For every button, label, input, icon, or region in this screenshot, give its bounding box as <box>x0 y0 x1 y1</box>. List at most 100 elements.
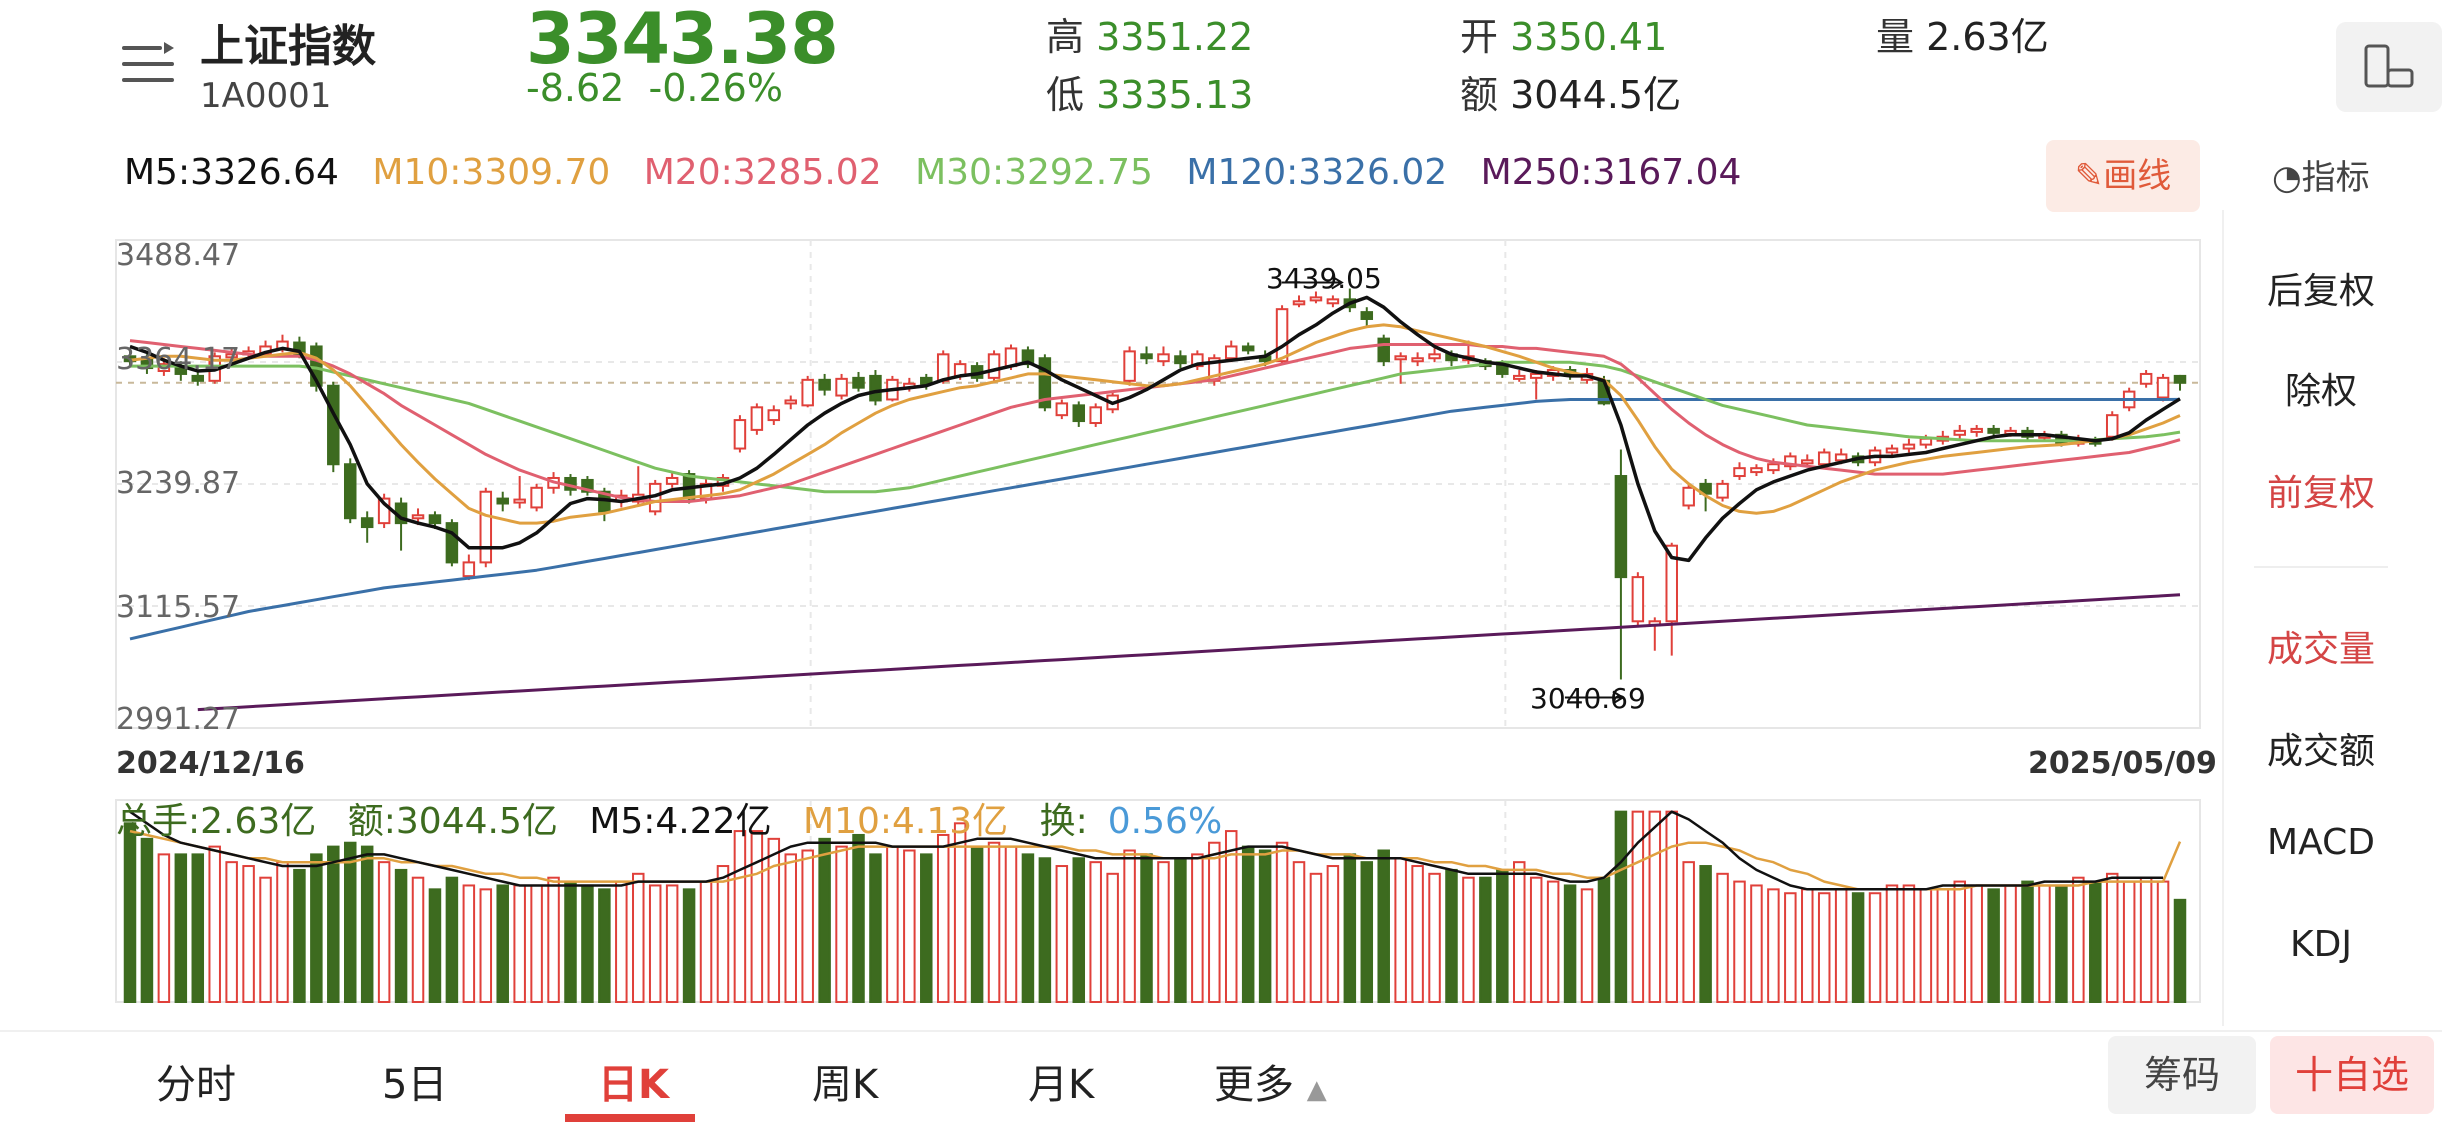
sidebar-item-amount[interactable]: 成交额 <box>2266 731 2375 772</box>
list-menu-icon[interactable] <box>122 42 174 86</box>
volume-bar <box>1140 853 1153 1004</box>
add-watchlist-button[interactable]: 十自选 <box>2270 1036 2434 1114</box>
candle-body <box>1309 296 1323 302</box>
candle-body <box>1275 308 1289 363</box>
volume-bar <box>2173 898 2187 1003</box>
volume-bar <box>1106 872 1119 1003</box>
candle-body <box>1140 353 1153 360</box>
volume-bar <box>1648 810 1662 1004</box>
sidebar-item-volume[interactable]: 成交量 <box>2266 629 2375 670</box>
candle-body <box>496 497 509 505</box>
candle-body <box>462 561 476 578</box>
volume-bar <box>598 888 611 1003</box>
last-price: 3343.38 <box>526 0 839 80</box>
candle-body <box>1767 463 1780 472</box>
landscape-toggle-button[interactable] <box>2336 22 2442 112</box>
tab-5day[interactable]: 5日 <box>382 1062 448 1108</box>
candle-body <box>191 374 205 382</box>
candle-body <box>1174 355 1187 365</box>
volume-bar <box>2156 880 2170 1003</box>
volume-bar <box>1953 880 1967 1003</box>
volume-bar <box>479 888 493 1003</box>
volume-bar <box>2122 880 2136 1003</box>
candle-body <box>1394 355 1407 361</box>
turnover: 换: 0.56% <box>1039 801 1223 842</box>
candle-body <box>343 463 357 520</box>
ma5-label: M5:3326.64 <box>124 152 339 193</box>
volume-bar <box>970 845 984 1003</box>
candle-body <box>1123 350 1136 382</box>
candle-body <box>1631 576 1645 623</box>
low-arrow-head <box>1612 690 1625 705</box>
candle-body <box>1919 437 1933 446</box>
sidebar-item-back-adjusted[interactable]: 后复权 <box>2266 271 2375 312</box>
sidebar-item-kdj[interactable]: KDJ <box>2290 924 2352 965</box>
volume-amount: 额:3044.5亿 <box>347 801 558 842</box>
volume-bar <box>123 822 137 1003</box>
volume-bar <box>259 876 272 1004</box>
tab-daily-k[interactable]: 日K <box>598 1062 669 1108</box>
volume-bar <box>767 837 781 1003</box>
gauge-icon: ◔ <box>2272 158 2302 198</box>
sidebar-item-forward-adjusted[interactable]: 前复权 <box>2266 473 2375 514</box>
candle-body <box>1055 402 1069 417</box>
volume-bar <box>615 880 628 1003</box>
volume-bar <box>225 861 238 1004</box>
volume-bar <box>1597 876 1611 1004</box>
tab-weekly-k[interactable]: 周K <box>812 1062 879 1108</box>
candle-body <box>1750 467 1763 474</box>
volume-bar <box>750 830 764 1003</box>
vol-ma5: M5:4.22亿 <box>589 801 772 842</box>
y-tick-label: 3364.17 <box>116 342 241 377</box>
volume-bar <box>2105 872 2119 1003</box>
candle-body <box>1377 337 1390 363</box>
volume-bar <box>310 853 323 1004</box>
date-start-label: 2024/12/16 <box>116 746 305 781</box>
volume-bar <box>547 876 560 1004</box>
candle-body <box>936 353 950 382</box>
candle-body <box>479 490 493 564</box>
ma30-line <box>130 360 2181 494</box>
volume-bar <box>648 884 662 1004</box>
sidebar-item-macd[interactable]: MACD <box>2267 822 2375 863</box>
volume-bar <box>699 880 713 1003</box>
candle-body <box>1072 404 1086 423</box>
active-tab-indicator <box>565 1114 695 1122</box>
volume-bar <box>2021 880 2034 1003</box>
tab-intraday[interactable]: 分时 <box>156 1062 236 1108</box>
draw-line-button[interactable]: ✎画线 <box>2046 140 2200 212</box>
candle-body <box>513 498 526 504</box>
volume-bar <box>733 830 747 1003</box>
volume-bar <box>1343 853 1357 1004</box>
volume-bar <box>1377 849 1390 1003</box>
volume-bar <box>377 861 391 1004</box>
change-percent: -0.26% <box>648 66 783 110</box>
high-annotation: 3439.05 <box>1266 262 1382 295</box>
volume-bar <box>1834 888 1848 1003</box>
chips-button[interactable]: 筹码 <box>2108 1036 2256 1114</box>
ma120-label: M120:3326.02 <box>1186 152 1448 193</box>
volume-bar <box>920 853 933 1004</box>
amount-stat: 额 3044.5亿 <box>1460 73 1682 117</box>
candle-body <box>1191 353 1204 368</box>
phone-landscape-icon <box>2364 44 2414 88</box>
volume-bar <box>1851 892 1865 1004</box>
volume-bar <box>2139 876 2153 1004</box>
low-value: 3335.13 <box>1096 73 1254 117</box>
tab-more[interactable]: 更多 ▲ <box>1214 1062 1327 1108</box>
volume-bar <box>1682 861 1695 1004</box>
high-value: 3351.22 <box>1096 15 1254 59</box>
volume-bar <box>276 861 289 1004</box>
high-stat: 高 3351.22 <box>1046 15 1254 59</box>
volume-bar <box>1563 884 1577 1004</box>
tab-monthly-k[interactable]: 月K <box>1028 1062 1095 1108</box>
ma250-label: M250:3167.04 <box>1480 152 1742 193</box>
volume-value: 2.63亿 <box>1926 15 2049 59</box>
indicator-button[interactable]: ◔指标 <box>2272 158 2370 198</box>
candle-body <box>920 376 933 385</box>
sidebar-item-ex-rights[interactable]: 除权 <box>2284 371 2357 412</box>
open-value: 3350.41 <box>1510 15 1668 59</box>
volume-bar <box>2004 884 2017 1004</box>
candle-body <box>327 384 340 466</box>
